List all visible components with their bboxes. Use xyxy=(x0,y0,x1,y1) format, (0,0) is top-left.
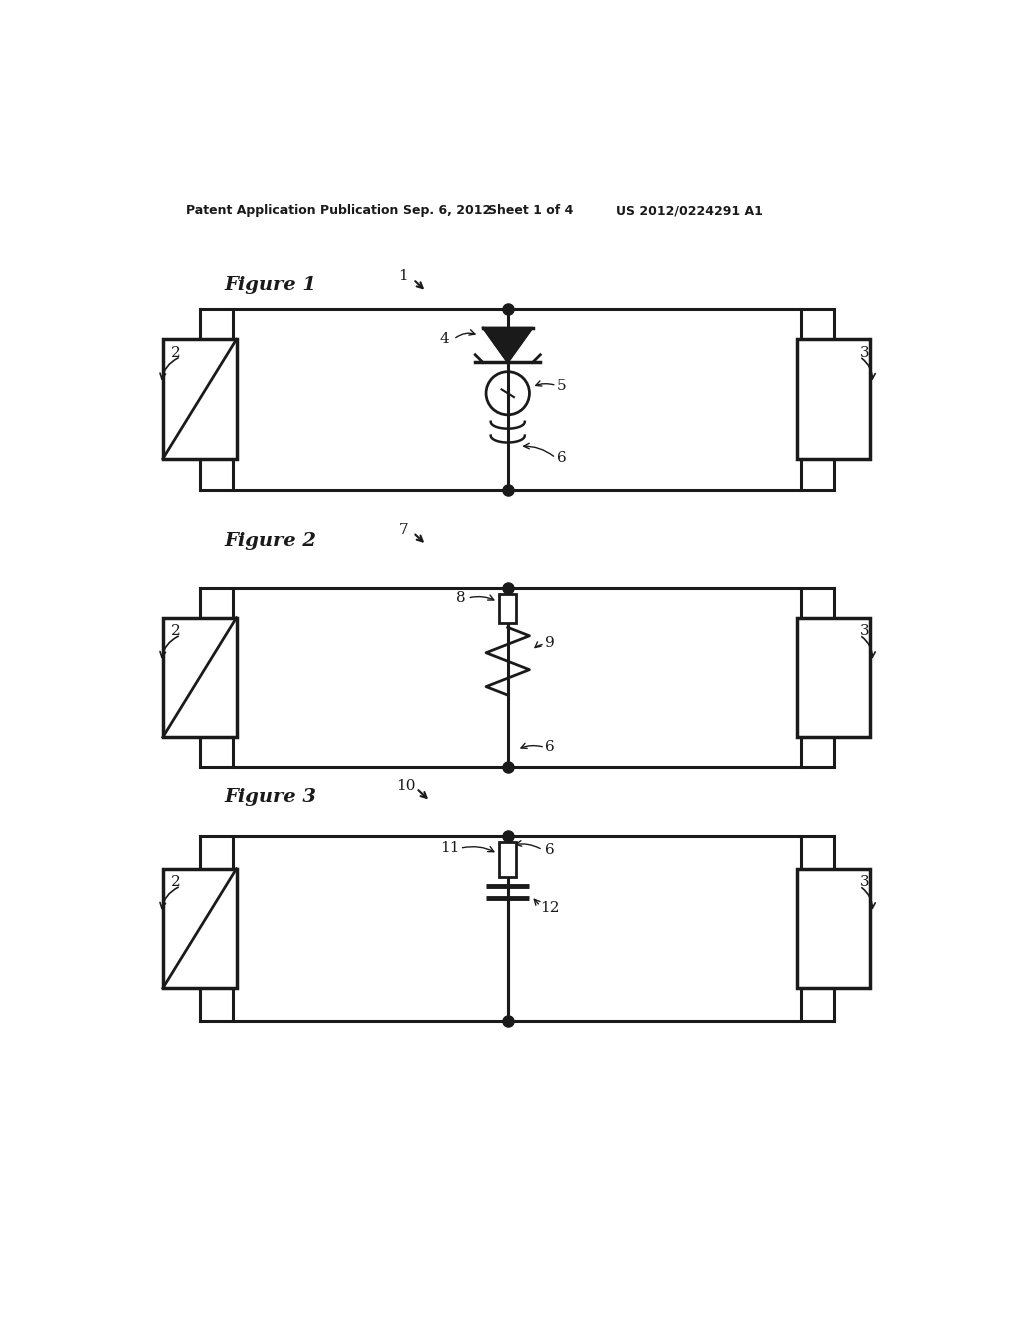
Text: 2: 2 xyxy=(171,624,181,638)
Bar xyxy=(797,618,870,737)
Bar xyxy=(797,869,870,989)
Text: 6: 6 xyxy=(546,741,555,755)
Bar xyxy=(500,594,516,623)
Bar xyxy=(797,339,870,459)
Bar xyxy=(163,618,237,737)
Text: 5: 5 xyxy=(557,379,567,392)
Text: Figure 2: Figure 2 xyxy=(225,532,316,550)
Bar xyxy=(163,869,237,989)
Text: 6: 6 xyxy=(557,451,567,465)
Text: 1: 1 xyxy=(398,269,408,284)
Text: 6: 6 xyxy=(546,843,555,857)
Bar xyxy=(500,842,516,876)
Text: 3: 3 xyxy=(859,624,869,638)
Text: 2: 2 xyxy=(171,875,181,890)
Text: 12: 12 xyxy=(541,900,560,915)
Text: 11: 11 xyxy=(440,841,460,855)
Text: 3: 3 xyxy=(859,346,869,360)
Bar xyxy=(163,339,237,459)
Text: Figure 3: Figure 3 xyxy=(225,788,316,807)
Text: 10: 10 xyxy=(395,779,415,793)
Text: 2: 2 xyxy=(171,346,181,360)
Text: Figure 1: Figure 1 xyxy=(225,276,316,294)
Polygon shape xyxy=(483,327,532,363)
Text: 3: 3 xyxy=(859,875,869,890)
Text: 9: 9 xyxy=(546,636,555,649)
Text: Patent Application Publication: Patent Application Publication xyxy=(186,205,398,218)
Text: Sep. 6, 2012: Sep. 6, 2012 xyxy=(403,205,492,218)
Text: 7: 7 xyxy=(398,523,408,536)
Text: Sheet 1 of 4: Sheet 1 of 4 xyxy=(488,205,573,218)
Text: 8: 8 xyxy=(457,591,466,605)
Text: US 2012/0224291 A1: US 2012/0224291 A1 xyxy=(616,205,763,218)
Text: 4: 4 xyxy=(439,333,450,346)
